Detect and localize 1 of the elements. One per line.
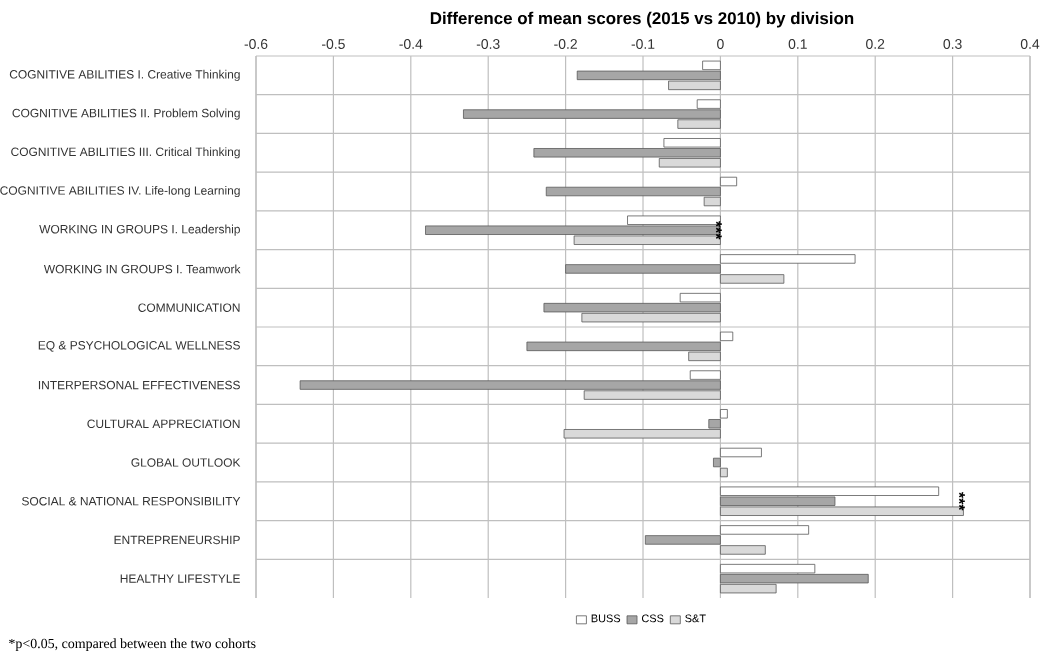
chart-title: Difference of mean scores (2015 vs 2010) by division bbox=[430, 11, 854, 28]
